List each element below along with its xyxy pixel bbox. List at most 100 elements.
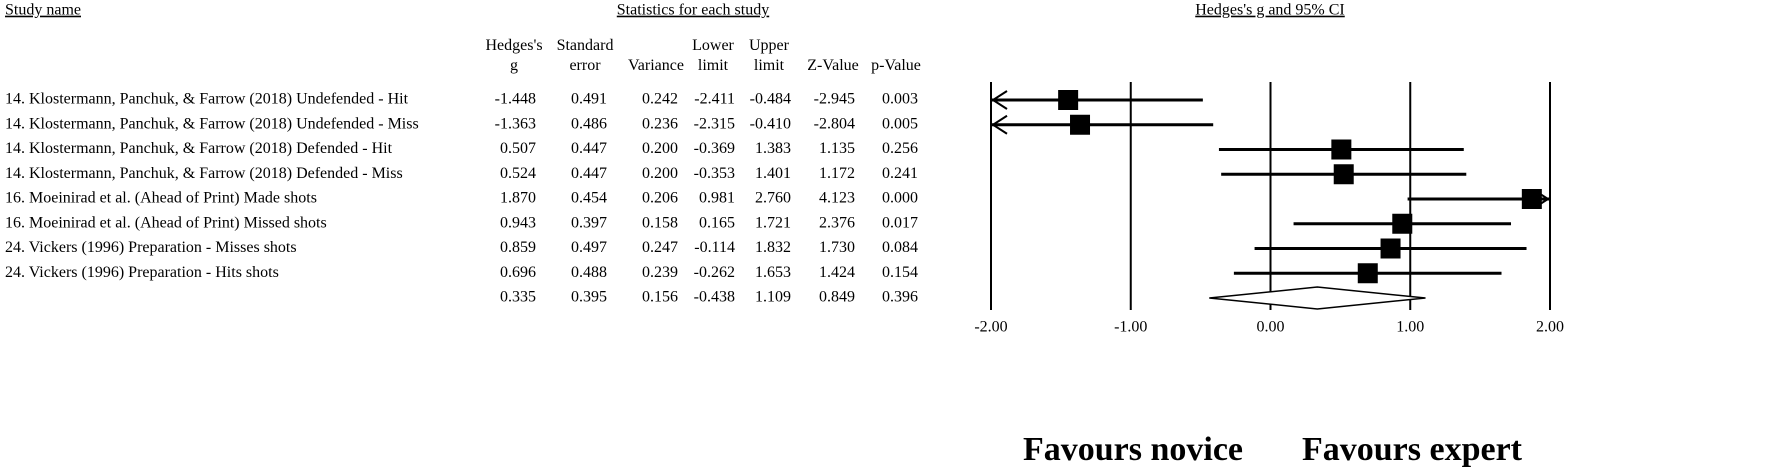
table-cell: 1.721 xyxy=(755,214,791,231)
column-header: p-Value xyxy=(871,57,921,74)
column-header: Lower limit xyxy=(692,37,734,74)
summary-diamond xyxy=(1209,286,1426,310)
table-cell: 0.158 xyxy=(642,214,678,231)
table-cell: 0.200 xyxy=(642,140,678,157)
x-tick-label: -1.00 xyxy=(1114,319,1147,336)
table-cell: 0.017 xyxy=(882,214,918,231)
column-header: Hedges's g xyxy=(485,37,543,74)
table-cell: 0.497 xyxy=(571,239,607,256)
table-cell: 0.696 xyxy=(500,264,536,281)
table-cell: 2.376 xyxy=(819,214,855,231)
table-cell: 0.206 xyxy=(642,190,678,207)
table-cell: 0.200 xyxy=(642,165,678,182)
point-estimate xyxy=(1331,139,1352,160)
table-cell: 0.156 xyxy=(642,289,678,306)
table-cell: 1.172 xyxy=(819,165,855,182)
table-cell: 0.488 xyxy=(571,264,607,281)
column-header: Standard error xyxy=(556,37,614,74)
study-name: 16. Moeinirad et al. (Ahead of Print) Ma… xyxy=(5,190,317,207)
point-estimate xyxy=(1357,263,1378,284)
table-cell: -0.410 xyxy=(750,115,791,132)
table-cell: 0.256 xyxy=(882,140,918,157)
table-cell: -0.484 xyxy=(750,91,791,108)
table-cell: 0.000 xyxy=(882,190,918,207)
table-cell: 0.524 xyxy=(500,165,536,182)
table-cell: 0.084 xyxy=(882,239,918,256)
table-cell: -2.804 xyxy=(814,115,855,132)
study-name: 14. Klostermann, Panchuk, & Farrow (2018… xyxy=(5,115,419,132)
table-cell: 0.447 xyxy=(571,140,607,157)
study-name: 16. Moeinirad et al. (Ahead of Print) Mi… xyxy=(5,214,327,231)
annotation: Favours expert xyxy=(1302,431,1523,468)
table-cell: -0.369 xyxy=(694,140,735,157)
table-cell: -1.363 xyxy=(495,115,536,132)
point-estimate xyxy=(1392,213,1413,234)
study-name: 14. Klostermann, Panchuk, & Farrow (2018… xyxy=(5,165,403,182)
table-cell: 0.507 xyxy=(500,140,536,157)
table-cell: -2.315 xyxy=(694,115,735,132)
point-estimate xyxy=(1058,90,1079,110)
study-name: 14. Klostermann, Panchuk, & Farrow (2018… xyxy=(5,140,393,157)
table-cell: 1.424 xyxy=(819,264,855,281)
table-cell: 0.005 xyxy=(882,115,918,132)
table-cell: 1.109 xyxy=(755,289,791,306)
table-cell: 0.165 xyxy=(699,214,735,231)
table-cell: 0.003 xyxy=(882,91,918,108)
table-cell: 0.849 xyxy=(819,289,855,306)
table-cell: 0.154 xyxy=(882,264,918,281)
annotation: Favours novice xyxy=(1023,431,1243,468)
table-cell: 1.135 xyxy=(819,140,855,157)
table-cell: -2.411 xyxy=(694,91,735,108)
table-cell: 0.395 xyxy=(571,289,607,306)
point-estimate xyxy=(1521,189,1542,209)
ci-arrow xyxy=(991,90,1008,110)
table-cell: -0.262 xyxy=(694,264,735,281)
table-cell: 0.859 xyxy=(500,239,536,256)
table-cell: 0.241 xyxy=(882,165,918,182)
x-tick-label: -2.00 xyxy=(974,319,1007,336)
table-cell: -0.353 xyxy=(694,165,735,182)
table-cell: 1.653 xyxy=(755,264,791,281)
table-cell: 0.491 xyxy=(571,91,607,108)
table-cell: 2.760 xyxy=(755,190,791,207)
study-name: 24. Vickers (1996) Preparation - Misses … xyxy=(5,239,297,256)
table-cell: 1.730 xyxy=(819,239,855,256)
table-cell: 1.383 xyxy=(755,140,791,157)
table-cell: -0.114 xyxy=(694,239,735,256)
table-cell: 1.401 xyxy=(755,165,791,182)
study-header: Study name xyxy=(5,2,81,19)
x-tick-label: 0.00 xyxy=(1257,319,1285,336)
column-header: Variance xyxy=(628,57,684,74)
table-cell: -2.945 xyxy=(814,91,855,108)
table-cell: 1.870 xyxy=(500,190,536,207)
table-cell: 0.236 xyxy=(642,115,678,132)
table-cell: 0.486 xyxy=(571,115,607,132)
stats-header: Statistics for each study xyxy=(617,2,769,19)
point-estimate xyxy=(1333,164,1354,185)
study-name: 14. Klostermann, Panchuk, & Farrow (2018… xyxy=(5,91,409,108)
chart-title: Hedges's g and 95% CI xyxy=(1195,2,1345,19)
table-cell: 0.239 xyxy=(642,264,678,281)
study-name: 24. Vickers (1996) Preparation - Hits sh… xyxy=(5,264,279,281)
x-tick-label: 1.00 xyxy=(1396,319,1424,336)
table-cell: 0.447 xyxy=(571,165,607,182)
table-cell: 4.123 xyxy=(819,190,855,207)
point-estimate xyxy=(1380,238,1401,259)
column-header: Z-Value xyxy=(807,57,859,74)
table-cell: -1.448 xyxy=(495,91,536,108)
table-cell: -0.438 xyxy=(694,289,735,306)
table-cell: 0.397 xyxy=(571,214,607,231)
x-tick-label: 2.00 xyxy=(1536,319,1564,336)
point-estimate xyxy=(1070,114,1091,135)
table-cell: 0.396 xyxy=(882,289,918,306)
ci-arrow xyxy=(991,114,1008,135)
table-cell: 0.943 xyxy=(500,214,536,231)
column-header: Upper limit xyxy=(749,37,789,74)
table-cell: 0.454 xyxy=(571,190,607,207)
table-cell: 0.242 xyxy=(642,91,678,108)
table-cell: 0.247 xyxy=(642,239,678,256)
table-cell: 0.981 xyxy=(699,190,735,207)
table-cell: 1.832 xyxy=(755,239,791,256)
